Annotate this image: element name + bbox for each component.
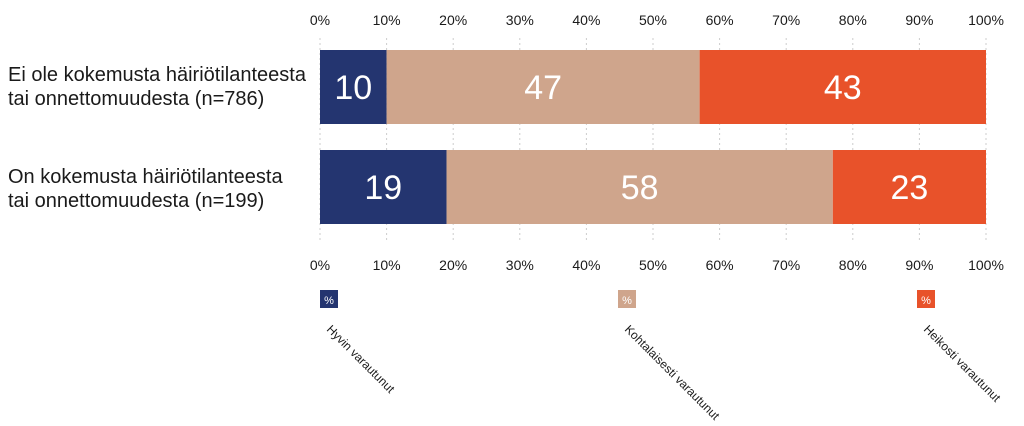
- data-label: 10: [334, 69, 372, 107]
- x-tick-label-bottom: 70%: [772, 257, 800, 273]
- x-tick-label-bottom: 10%: [373, 257, 401, 273]
- x-tick-label-top: 60%: [706, 12, 734, 28]
- legend-swatch-text: %: [622, 295, 632, 307]
- category-label: Ei ole kokemusta häiriötilanteesta tai o…: [8, 64, 306, 110]
- legend-label: Hyvin varautunut: [324, 322, 398, 396]
- category-label: On kokemusta häiriötilanteesta tai onnet…: [8, 166, 283, 212]
- legend-label: Heikosti varautunut: [921, 322, 1004, 405]
- x-tick-label-top: 70%: [772, 12, 800, 28]
- x-tick-label-top: 20%: [439, 12, 467, 28]
- data-label: 23: [890, 169, 928, 207]
- legend-swatch: [917, 290, 935, 308]
- x-tick-label-top: 30%: [506, 12, 534, 28]
- bar-segment: [832, 150, 986, 224]
- x-tick-label-bottom: 60%: [706, 257, 734, 273]
- bar-segment: [386, 50, 700, 124]
- x-tick-label-bottom: 50%: [639, 257, 667, 273]
- bar-segment: [699, 50, 986, 124]
- x-tick-label-top: 40%: [572, 12, 600, 28]
- x-tick-label-bottom: 30%: [506, 257, 534, 273]
- x-tick-label-top: 90%: [905, 12, 933, 28]
- data-label: 19: [364, 169, 402, 207]
- x-tick-label-bottom: 90%: [905, 257, 933, 273]
- x-tick-label-top: 80%: [839, 12, 867, 28]
- x-tick-label-bottom: 20%: [439, 257, 467, 273]
- x-tick-label-top: 50%: [639, 12, 667, 28]
- legend-swatch: [320, 290, 338, 308]
- legend-swatch-text: %: [921, 295, 931, 307]
- bar-segment: [320, 150, 447, 224]
- data-label: 58: [621, 169, 659, 207]
- x-tick-label-bottom: 100%: [968, 257, 1004, 273]
- x-tick-label-top: 10%: [373, 12, 401, 28]
- legend-swatch-text: %: [324, 295, 334, 307]
- data-label: 43: [824, 69, 862, 107]
- legend-label: Kohtalaisesti varautunut: [622, 322, 723, 423]
- x-tick-label-bottom: 80%: [839, 257, 867, 273]
- bar-segment: [320, 50, 387, 124]
- legend-swatch: [618, 290, 636, 308]
- data-label: 47: [524, 69, 562, 107]
- x-tick-label-top: 100%: [968, 12, 1004, 28]
- x-tick-label-bottom: 0%: [310, 257, 330, 273]
- x-tick-label-bottom: 40%: [572, 257, 600, 273]
- x-tick-label-top: 0%: [310, 12, 330, 28]
- bar-segment: [446, 150, 833, 224]
